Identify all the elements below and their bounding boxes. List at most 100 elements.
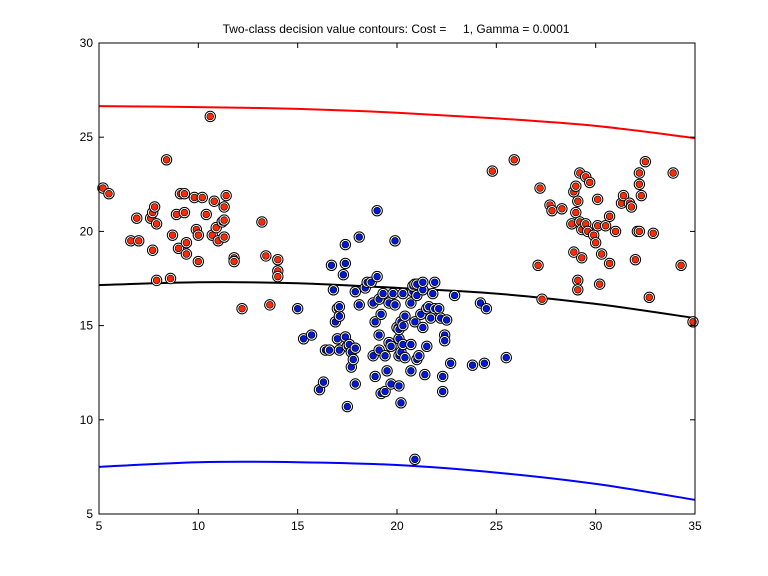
data-point xyxy=(572,195,584,207)
data-point-dot xyxy=(367,278,375,286)
data-point xyxy=(381,365,393,377)
points-layer xyxy=(97,110,699,466)
data-point xyxy=(500,351,512,364)
data-point xyxy=(617,189,630,202)
data-point xyxy=(339,257,352,270)
data-point xyxy=(373,329,385,341)
data-point-dot xyxy=(381,387,389,396)
data-point-dot xyxy=(220,233,228,241)
data-point xyxy=(256,216,268,228)
data-point-dot xyxy=(168,231,177,239)
data-point-dot xyxy=(206,112,214,121)
data-point-dot xyxy=(329,286,338,294)
data-point xyxy=(675,259,687,272)
data-point xyxy=(480,302,493,315)
data-point xyxy=(591,193,604,206)
data-point xyxy=(220,189,232,202)
data-point-dot xyxy=(182,250,191,258)
data-point xyxy=(643,291,656,304)
data-point-dot xyxy=(152,276,161,285)
data-point-dot xyxy=(635,227,644,236)
data-point xyxy=(166,229,179,241)
data-point xyxy=(409,316,421,328)
data-point xyxy=(629,253,642,266)
data-point xyxy=(371,204,383,217)
data-point-dot xyxy=(341,240,350,249)
data-point-dot xyxy=(355,301,363,309)
data-point-dot xyxy=(377,310,385,318)
contour-line-1 xyxy=(98,281,696,320)
data-point-dot xyxy=(438,387,447,396)
contour-line-0 xyxy=(98,105,696,140)
data-point-dot xyxy=(635,180,644,189)
data-point-dot xyxy=(383,367,391,375)
data-point-dot xyxy=(431,278,439,286)
data-point-dot xyxy=(274,255,282,264)
data-point xyxy=(572,274,584,287)
data-point xyxy=(397,319,409,332)
data-point xyxy=(440,314,453,326)
data-point-dot xyxy=(417,310,425,318)
x-tick-label: 5 xyxy=(96,519,103,533)
data-point-dot xyxy=(536,184,544,192)
data-point-dot xyxy=(649,229,657,237)
data-point-dot xyxy=(407,367,415,375)
data-point-dot xyxy=(135,237,143,245)
data-point-dot xyxy=(133,214,141,222)
chart-title: Two-class decision value contours: Cost … xyxy=(223,22,570,36)
data-point xyxy=(633,167,646,179)
data-point-dot xyxy=(415,352,423,360)
data-point xyxy=(272,270,284,283)
data-point xyxy=(584,176,596,189)
data-point-dot xyxy=(534,261,542,270)
data-point xyxy=(436,385,449,398)
ticks-layer: 5 10 15 20 25 30 35 5 10 15 20 25 30 xyxy=(80,36,702,533)
data-point-dot xyxy=(429,289,437,298)
data-point-dot xyxy=(401,312,409,320)
data-point-dot xyxy=(307,331,316,339)
y-tick-label: 30 xyxy=(80,36,94,50)
data-point-dot xyxy=(335,303,344,311)
data-point-dot xyxy=(413,291,421,300)
x-tick-label: 30 xyxy=(589,519,603,533)
data-point xyxy=(150,218,163,230)
data-point xyxy=(399,351,411,364)
data-point xyxy=(568,246,580,258)
data-point xyxy=(150,274,163,287)
data-point-dot xyxy=(605,259,614,268)
data-point xyxy=(341,400,354,413)
data-point-dot xyxy=(351,344,359,352)
data-point-dot xyxy=(339,271,348,279)
data-point-dot xyxy=(150,203,159,211)
data-point xyxy=(236,302,248,315)
data-point-dot xyxy=(262,252,270,260)
data-point-dot xyxy=(641,157,650,166)
data-point xyxy=(305,329,318,341)
data-point-dot xyxy=(230,257,238,266)
data-point-dot xyxy=(421,370,429,379)
data-point-dot xyxy=(510,156,518,164)
data-point-dot xyxy=(375,346,383,354)
data-point-dot xyxy=(446,359,455,367)
data-point-dot xyxy=(293,304,302,313)
data-point xyxy=(625,201,638,213)
data-point-dot xyxy=(601,222,610,230)
data-point-dot xyxy=(488,167,497,175)
x-tick-label: 25 xyxy=(490,519,504,533)
data-point-dot xyxy=(335,312,344,320)
data-point-dot xyxy=(212,223,220,232)
data-point xyxy=(556,203,568,215)
data-point xyxy=(146,244,159,256)
data-point-dot xyxy=(369,352,377,360)
data-point xyxy=(204,110,216,123)
x-tick-label: 10 xyxy=(192,519,206,533)
data-point-dot xyxy=(325,346,334,354)
data-point xyxy=(436,370,449,383)
data-point xyxy=(647,227,659,239)
data-point xyxy=(369,316,381,328)
data-point-dot xyxy=(572,182,580,190)
data-point xyxy=(353,299,365,311)
data-point xyxy=(218,214,230,226)
data-point xyxy=(448,289,461,302)
data-point xyxy=(433,302,445,315)
